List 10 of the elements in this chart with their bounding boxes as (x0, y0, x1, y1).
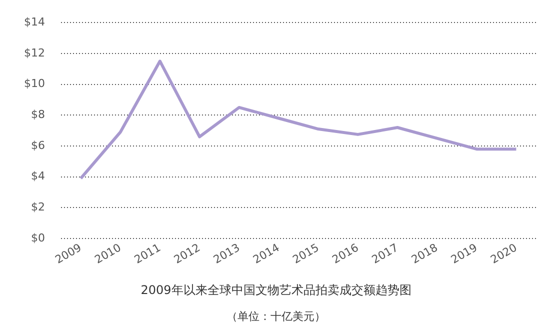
y-tick-label: $2 (30, 200, 45, 214)
y-tick-label: $0 (30, 231, 45, 244)
y-tick-label: $14 (24, 15, 45, 28)
y-tick-label: $10 (24, 77, 45, 90)
y-tick-label: $6 (30, 138, 45, 152)
y-tick-label: $8 (30, 108, 45, 122)
text: 2009年以来全球中国文物艺术品拍卖成交额趋势图 (140, 282, 412, 299)
y-tick-label: $12 (24, 46, 45, 60)
text: （单位：十亿美元） (226, 309, 326, 324)
y-tick-label: $4 (30, 170, 45, 183)
